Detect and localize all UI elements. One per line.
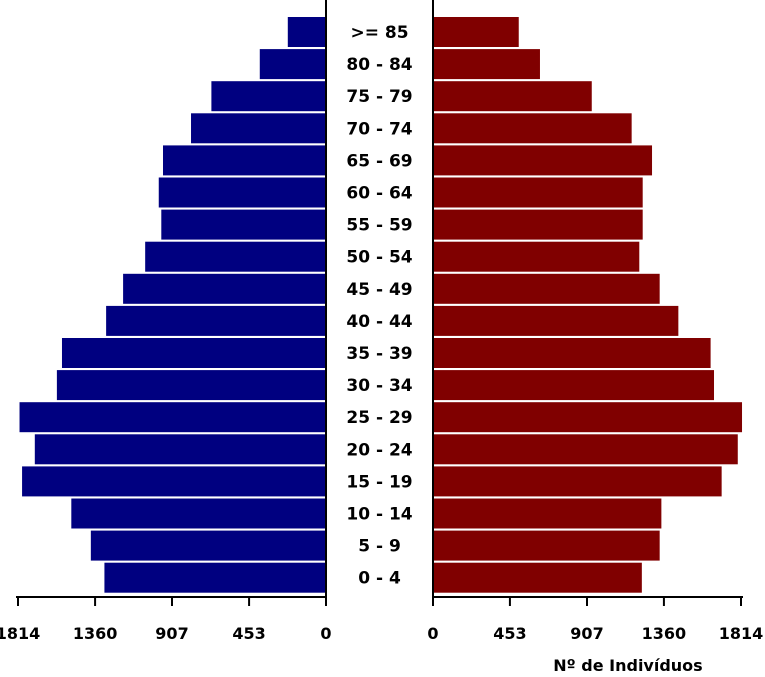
age-label: 45 - 49 (346, 280, 412, 300)
bar-left (163, 145, 326, 176)
age-label: 50 - 54 (346, 248, 412, 268)
bar-left (71, 498, 326, 529)
age-label: 75 - 79 (346, 87, 412, 107)
bar-right (433, 305, 679, 336)
bar-left (191, 113, 326, 144)
age-label: 80 - 84 (346, 55, 412, 75)
bar-right (433, 530, 660, 561)
bar-right (433, 49, 540, 80)
age-label: 40 - 44 (346, 312, 412, 332)
bar-right (433, 434, 738, 465)
age-label: >= 85 (350, 23, 408, 43)
bar-right (433, 209, 643, 240)
age-label: 0 - 4 (358, 569, 401, 589)
bar-left (145, 241, 326, 272)
bar-left (19, 402, 327, 433)
bar-left (22, 466, 326, 497)
bar-right (433, 177, 643, 208)
x-axis-ticks: 1814 1360 907 453 0 0 453 907 1360 1814 (0, 597, 763, 643)
tick-label-right: 1814 (719, 624, 764, 643)
bar-right (433, 466, 722, 497)
tick-label-right: 1360 (642, 624, 687, 643)
bar-right (433, 338, 711, 368)
bar-left (123, 273, 326, 304)
bar-left (161, 209, 326, 240)
bar-right (433, 145, 653, 176)
age-label: 30 - 34 (346, 376, 412, 396)
bar-left (90, 530, 326, 561)
bar-right (433, 498, 662, 529)
bar-right (433, 273, 660, 304)
age-label: 65 - 69 (346, 151, 412, 171)
bar-right (433, 562, 642, 593)
bar-left (56, 370, 327, 401)
age-label: 5 - 9 (358, 537, 401, 557)
age-label: 70 - 74 (346, 119, 412, 139)
tick-label-right: 0 (427, 624, 438, 643)
bar-left (104, 562, 326, 593)
bar-left (287, 17, 326, 47)
bar-right (433, 113, 632, 144)
bar-right (433, 81, 592, 112)
bar-left (106, 305, 326, 336)
female-bars (433, 17, 743, 593)
tick-label-left: 1360 (73, 624, 118, 643)
bar-left (259, 49, 326, 80)
bar-left (211, 81, 326, 112)
male-bars (19, 17, 327, 593)
tick-label-left: 0 (320, 624, 331, 643)
age-label: 55 - 59 (346, 216, 412, 236)
bar-left (158, 177, 326, 208)
age-label: 20 - 24 (346, 440, 412, 460)
bar-right (433, 17, 519, 47)
bar-left (34, 434, 326, 465)
age-label: 25 - 29 (346, 408, 412, 428)
tick-label-right: 453 (493, 624, 526, 643)
bar-right (433, 241, 640, 272)
bar-right (433, 402, 743, 433)
bar-left (61, 338, 327, 368)
age-label: 10 - 14 (346, 505, 412, 525)
tick-label-left: 453 (232, 624, 265, 643)
tick-label-left: 1814 (0, 624, 40, 643)
bar-right (433, 370, 715, 401)
tick-label-left: 907 (155, 624, 188, 643)
age-group-labels: >= 85 80 - 84 75 - 79 70 - 74 65 - 69 60 - 64… (346, 23, 412, 589)
tick-label-right: 907 (570, 624, 603, 643)
x-axis-label: Nº de Indivíduos (553, 656, 702, 675)
age-label: 60 - 64 (346, 184, 412, 204)
age-label: 35 - 39 (346, 344, 412, 364)
age-label: 15 - 19 (346, 472, 412, 492)
